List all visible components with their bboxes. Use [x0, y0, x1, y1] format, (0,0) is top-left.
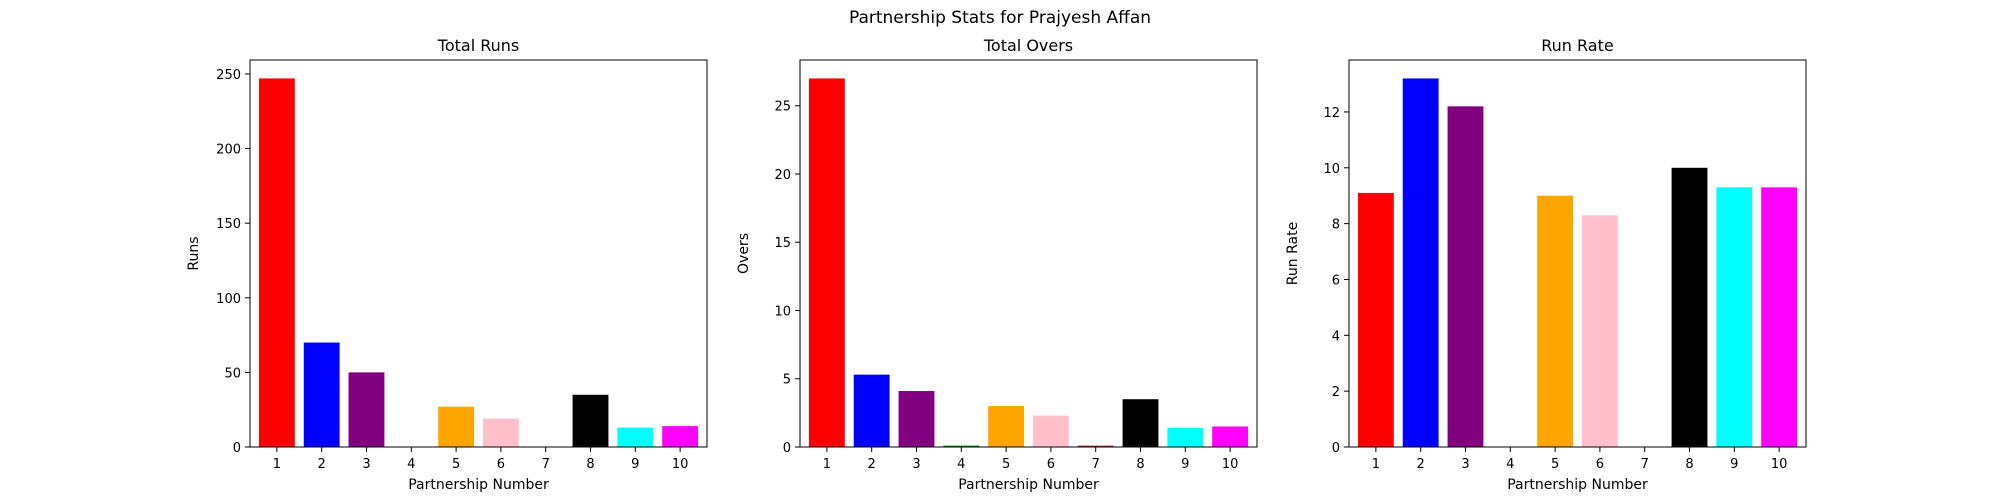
bar-1-3: [348, 372, 385, 447]
bar-1-6: [482, 418, 519, 447]
x-tick-label: 1: [273, 457, 281, 472]
bar-1-8: [572, 394, 609, 447]
bar-3-1: [1357, 192, 1394, 447]
x-tick-label: 2: [1417, 457, 1425, 472]
y-tick-label: 8: [1332, 218, 1340, 233]
bar-3-10: [1761, 187, 1798, 447]
bar-2-10: [1212, 426, 1249, 447]
x-axis-label-2: Partnership Number: [958, 477, 1099, 493]
bar-2-8: [1122, 399, 1159, 447]
x-axis-label-3: Partnership Number: [1507, 477, 1648, 493]
x-tick-label: 10: [1771, 457, 1788, 472]
y-tick-label: 4: [1332, 329, 1340, 344]
y-tick-label: 200: [216, 143, 241, 158]
y-tick-label: 0: [783, 441, 791, 456]
y-tick-label: 0: [233, 441, 241, 456]
x-tick-label: 8: [1685, 457, 1693, 472]
x-tick-label: 3: [1461, 457, 1469, 472]
x-tick-label: 3: [912, 457, 920, 472]
y-axis-label-1: Runs: [186, 236, 202, 270]
x-tick-label: 2: [318, 457, 326, 472]
y-tick-label: 50: [224, 366, 241, 381]
x-tick-label: 6: [497, 457, 505, 472]
bar-3-2: [1402, 78, 1439, 448]
y-tick-label: 150: [216, 217, 241, 232]
x-tick-label: 1: [1372, 457, 1380, 472]
bar-1-2: [303, 342, 340, 447]
x-tick-label: 10: [672, 457, 689, 472]
bar-3-9: [1716, 187, 1753, 447]
x-tick-label: 4: [407, 457, 415, 472]
x-tick-label: 8: [586, 457, 594, 472]
bar-1-9: [617, 427, 654, 447]
axes-title-2: Total Overs: [983, 36, 1073, 55]
y-tick-label: 5: [783, 373, 791, 388]
y-tick-label: 20: [774, 168, 791, 183]
x-tick-label: 5: [1002, 457, 1010, 472]
x-tick-label: 8: [1136, 457, 1144, 472]
y-tick-label: 2: [1332, 385, 1340, 400]
y-axis-label-3: Run Rate: [1285, 222, 1301, 285]
y-tick-label: 100: [216, 292, 241, 307]
axes-frame-2: [799, 59, 1258, 448]
y-tick-label: 10: [1323, 162, 1340, 177]
y-tick-label: 250: [216, 68, 241, 83]
axes-title-1: Total Runs: [437, 36, 519, 55]
y-tick-label: 12: [1323, 106, 1340, 121]
x-tick-label: 2: [868, 457, 876, 472]
bar-3-3: [1447, 106, 1484, 447]
bar-1-1: [258, 78, 295, 448]
bar-1-5: [438, 406, 475, 447]
y-tick-label: 0: [1332, 441, 1340, 456]
bar-1-10: [662, 426, 699, 447]
x-tick-label: 6: [1596, 457, 1604, 472]
x-tick-label: 7: [1092, 457, 1100, 472]
x-tick-label: 6: [1047, 457, 1055, 472]
axes-title-3: Run Rate: [1541, 36, 1613, 55]
bar-3-6: [1581, 215, 1618, 447]
x-tick-label: 9: [1181, 457, 1189, 472]
bar-2-9: [1167, 427, 1204, 447]
bar-2-4: [943, 445, 980, 447]
axes-frame-3: [1348, 59, 1807, 448]
y-axis-label-2: Overs: [736, 233, 752, 274]
bar-2-1: [808, 78, 845, 448]
x-tick-label: 9: [631, 457, 639, 472]
x-tick-label: 3: [362, 457, 370, 472]
bar-2-5: [988, 406, 1025, 447]
bar-2-6: [1032, 415, 1069, 447]
bar-2-3: [898, 391, 935, 447]
bar-2-7: [1077, 445, 1114, 447]
y-tick-label: 6: [1332, 273, 1340, 288]
y-tick-label: 10: [774, 304, 791, 319]
axes-frame-1: [249, 59, 708, 448]
x-tick-label: 4: [957, 457, 965, 472]
x-tick-label: 4: [1506, 457, 1514, 472]
x-tick-label: 5: [452, 457, 460, 472]
x-tick-label: 7: [1641, 457, 1649, 472]
figure-title: Partnership Stats for Prajyesh Affan: [848, 8, 1152, 28]
y-tick-label: 25: [774, 100, 791, 115]
x-axis-label-1: Partnership Number: [408, 477, 549, 493]
bar-3-5: [1537, 195, 1574, 447]
bar-3-8: [1671, 167, 1708, 447]
y-tick-label: 15: [774, 236, 791, 251]
x-tick-label: 10: [1222, 457, 1239, 472]
bar-2-2: [853, 374, 890, 447]
x-tick-label: 7: [542, 457, 550, 472]
x-tick-label: 9: [1730, 457, 1738, 472]
x-tick-label: 5: [1551, 457, 1559, 472]
x-tick-label: 1: [823, 457, 831, 472]
